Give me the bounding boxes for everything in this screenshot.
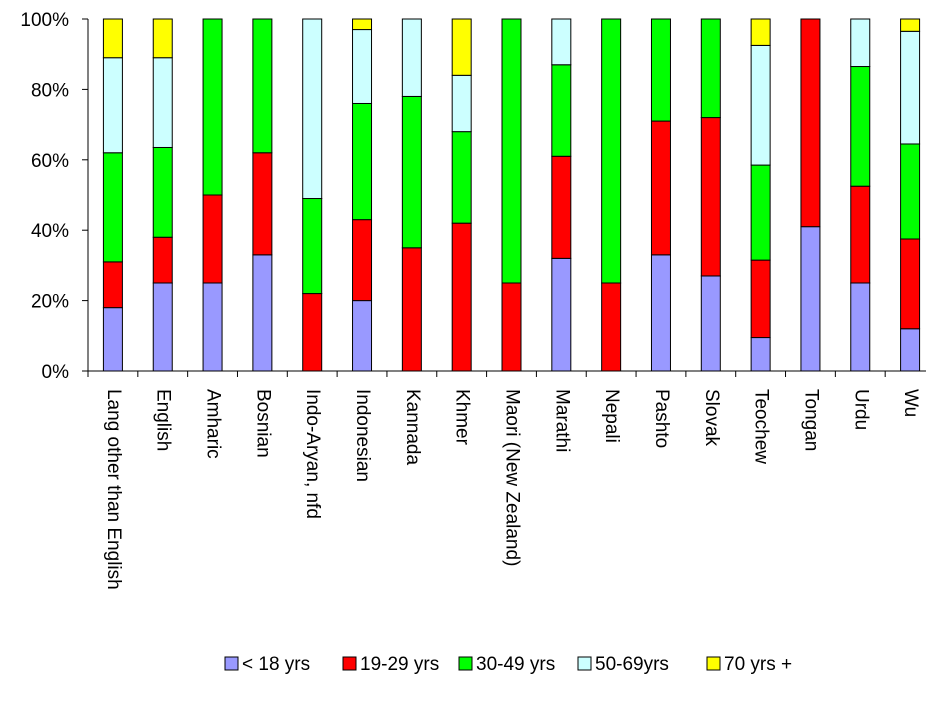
category-label: Slovak: [701, 389, 722, 447]
bar-segment: [602, 19, 621, 283]
bar-segment: [452, 19, 471, 75]
y-tick-label: 80%: [31, 80, 69, 101]
bar-segment: [452, 223, 471, 371]
y-tick-label: 0%: [42, 362, 70, 383]
bar-segment: [103, 58, 122, 153]
category-label: Amharic: [203, 389, 224, 459]
y-axis: 0% 20% 40% 60% 80% 100%: [20, 10, 88, 383]
bar-segment: [851, 67, 870, 187]
bar-segment: [651, 255, 670, 371]
legend-label: 70 yrs +: [724, 654, 792, 675]
bar-segment: [353, 30, 372, 104]
category-label: Wu: [900, 389, 921, 417]
legend-swatch: [578, 657, 591, 670]
category-label: Marathi: [551, 389, 572, 452]
category-label: Nepali: [601, 389, 622, 443]
bar-segment: [103, 262, 122, 308]
category-label: Urdu: [850, 389, 871, 430]
bar-segment: [103, 153, 122, 262]
bar-segment: [651, 19, 670, 121]
bar-segment: [353, 103, 372, 219]
category-label: Indo-Aryan, nfd: [302, 389, 323, 519]
bar-segment: [153, 283, 172, 371]
bar-segment: [851, 186, 870, 283]
bar-segment: [353, 19, 372, 30]
bar-segment: [253, 19, 272, 153]
bar-segment: [901, 19, 920, 31]
y-tick-label: 100%: [20, 10, 69, 31]
bar-segment: [701, 19, 720, 118]
category-label: English: [153, 389, 174, 451]
bar-segment: [801, 19, 820, 227]
legend-label: 19-29 yrs: [360, 654, 439, 675]
bar-segment: [751, 338, 770, 371]
bar-segment: [303, 294, 322, 371]
bar-segment: [103, 19, 122, 58]
category-label: Tongan: [800, 389, 821, 451]
legend-swatch: [343, 657, 356, 670]
category-label: Maori (New Zealand): [502, 389, 523, 566]
legend-swatch: [225, 657, 238, 670]
legend-swatch: [459, 657, 472, 670]
bar-segment: [353, 301, 372, 371]
y-tick-label: 20%: [31, 292, 69, 313]
bar-segment: [253, 255, 272, 371]
bar-segment: [153, 147, 172, 237]
bar-segment: [751, 260, 770, 337]
bar-segment: [402, 248, 421, 371]
legend-label: < 18 yrs: [242, 654, 310, 675]
bar-segment: [552, 19, 571, 65]
category-label: Bosnian: [252, 389, 273, 458]
category-label: Khmer: [452, 389, 473, 446]
bar-segment: [751, 45, 770, 165]
bar-segment: [253, 153, 272, 255]
bar-segment: [153, 58, 172, 148]
bar-segment: [402, 96, 421, 247]
category-label: Teochew: [751, 389, 772, 464]
bar-segment: [502, 283, 521, 371]
bar-segment: [203, 283, 222, 371]
bar-segment: [602, 283, 621, 371]
bar-segment: [153, 237, 172, 283]
category-label: Lang other than English: [103, 389, 124, 590]
legend-label: 30-49 yrs: [476, 654, 555, 675]
category-label: Indonesian: [352, 389, 373, 482]
bar-segment: [851, 283, 870, 371]
bar-segment: [901, 144, 920, 239]
bar-segment: [203, 19, 222, 195]
bar-segment: [901, 239, 920, 329]
bar-segment: [851, 19, 870, 67]
bars: [103, 19, 919, 371]
bar-segment: [402, 19, 421, 96]
bar-segment: [203, 195, 222, 283]
bar-segment: [751, 165, 770, 260]
bar-segment: [303, 19, 322, 199]
bar-segment: [452, 75, 471, 131]
bar-segment: [303, 199, 322, 294]
bar-segment: [751, 19, 770, 45]
bar-segment: [353, 220, 372, 301]
bar-segment: [153, 19, 172, 58]
bar-segment: [452, 132, 471, 224]
category-labels: Lang other than English English Amharic Bos…: [103, 389, 921, 590]
bar-segment: [552, 156, 571, 258]
bar-segment: [552, 258, 571, 371]
category-label: Pashto: [651, 389, 672, 448]
bar-segment: [801, 227, 820, 371]
bar-segment: [901, 31, 920, 144]
y-tick-label: 40%: [31, 221, 69, 242]
legend: < 18 yrs 19-29 yrs 30-49 yrs 50-69yrs 70 yrs…: [225, 654, 792, 675]
y-tick-label: 60%: [31, 151, 69, 172]
category-label: Kannada: [402, 389, 423, 466]
bar-segment: [502, 19, 521, 283]
bar-segment: [103, 308, 122, 371]
legend-label: 50-69yrs: [595, 654, 669, 675]
bar-segment: [552, 65, 571, 157]
bar-segment: [901, 329, 920, 371]
bar-segment: [651, 121, 670, 255]
bar-segment: [701, 118, 720, 276]
bar-segment: [701, 276, 720, 371]
legend-swatch: [707, 657, 720, 670]
